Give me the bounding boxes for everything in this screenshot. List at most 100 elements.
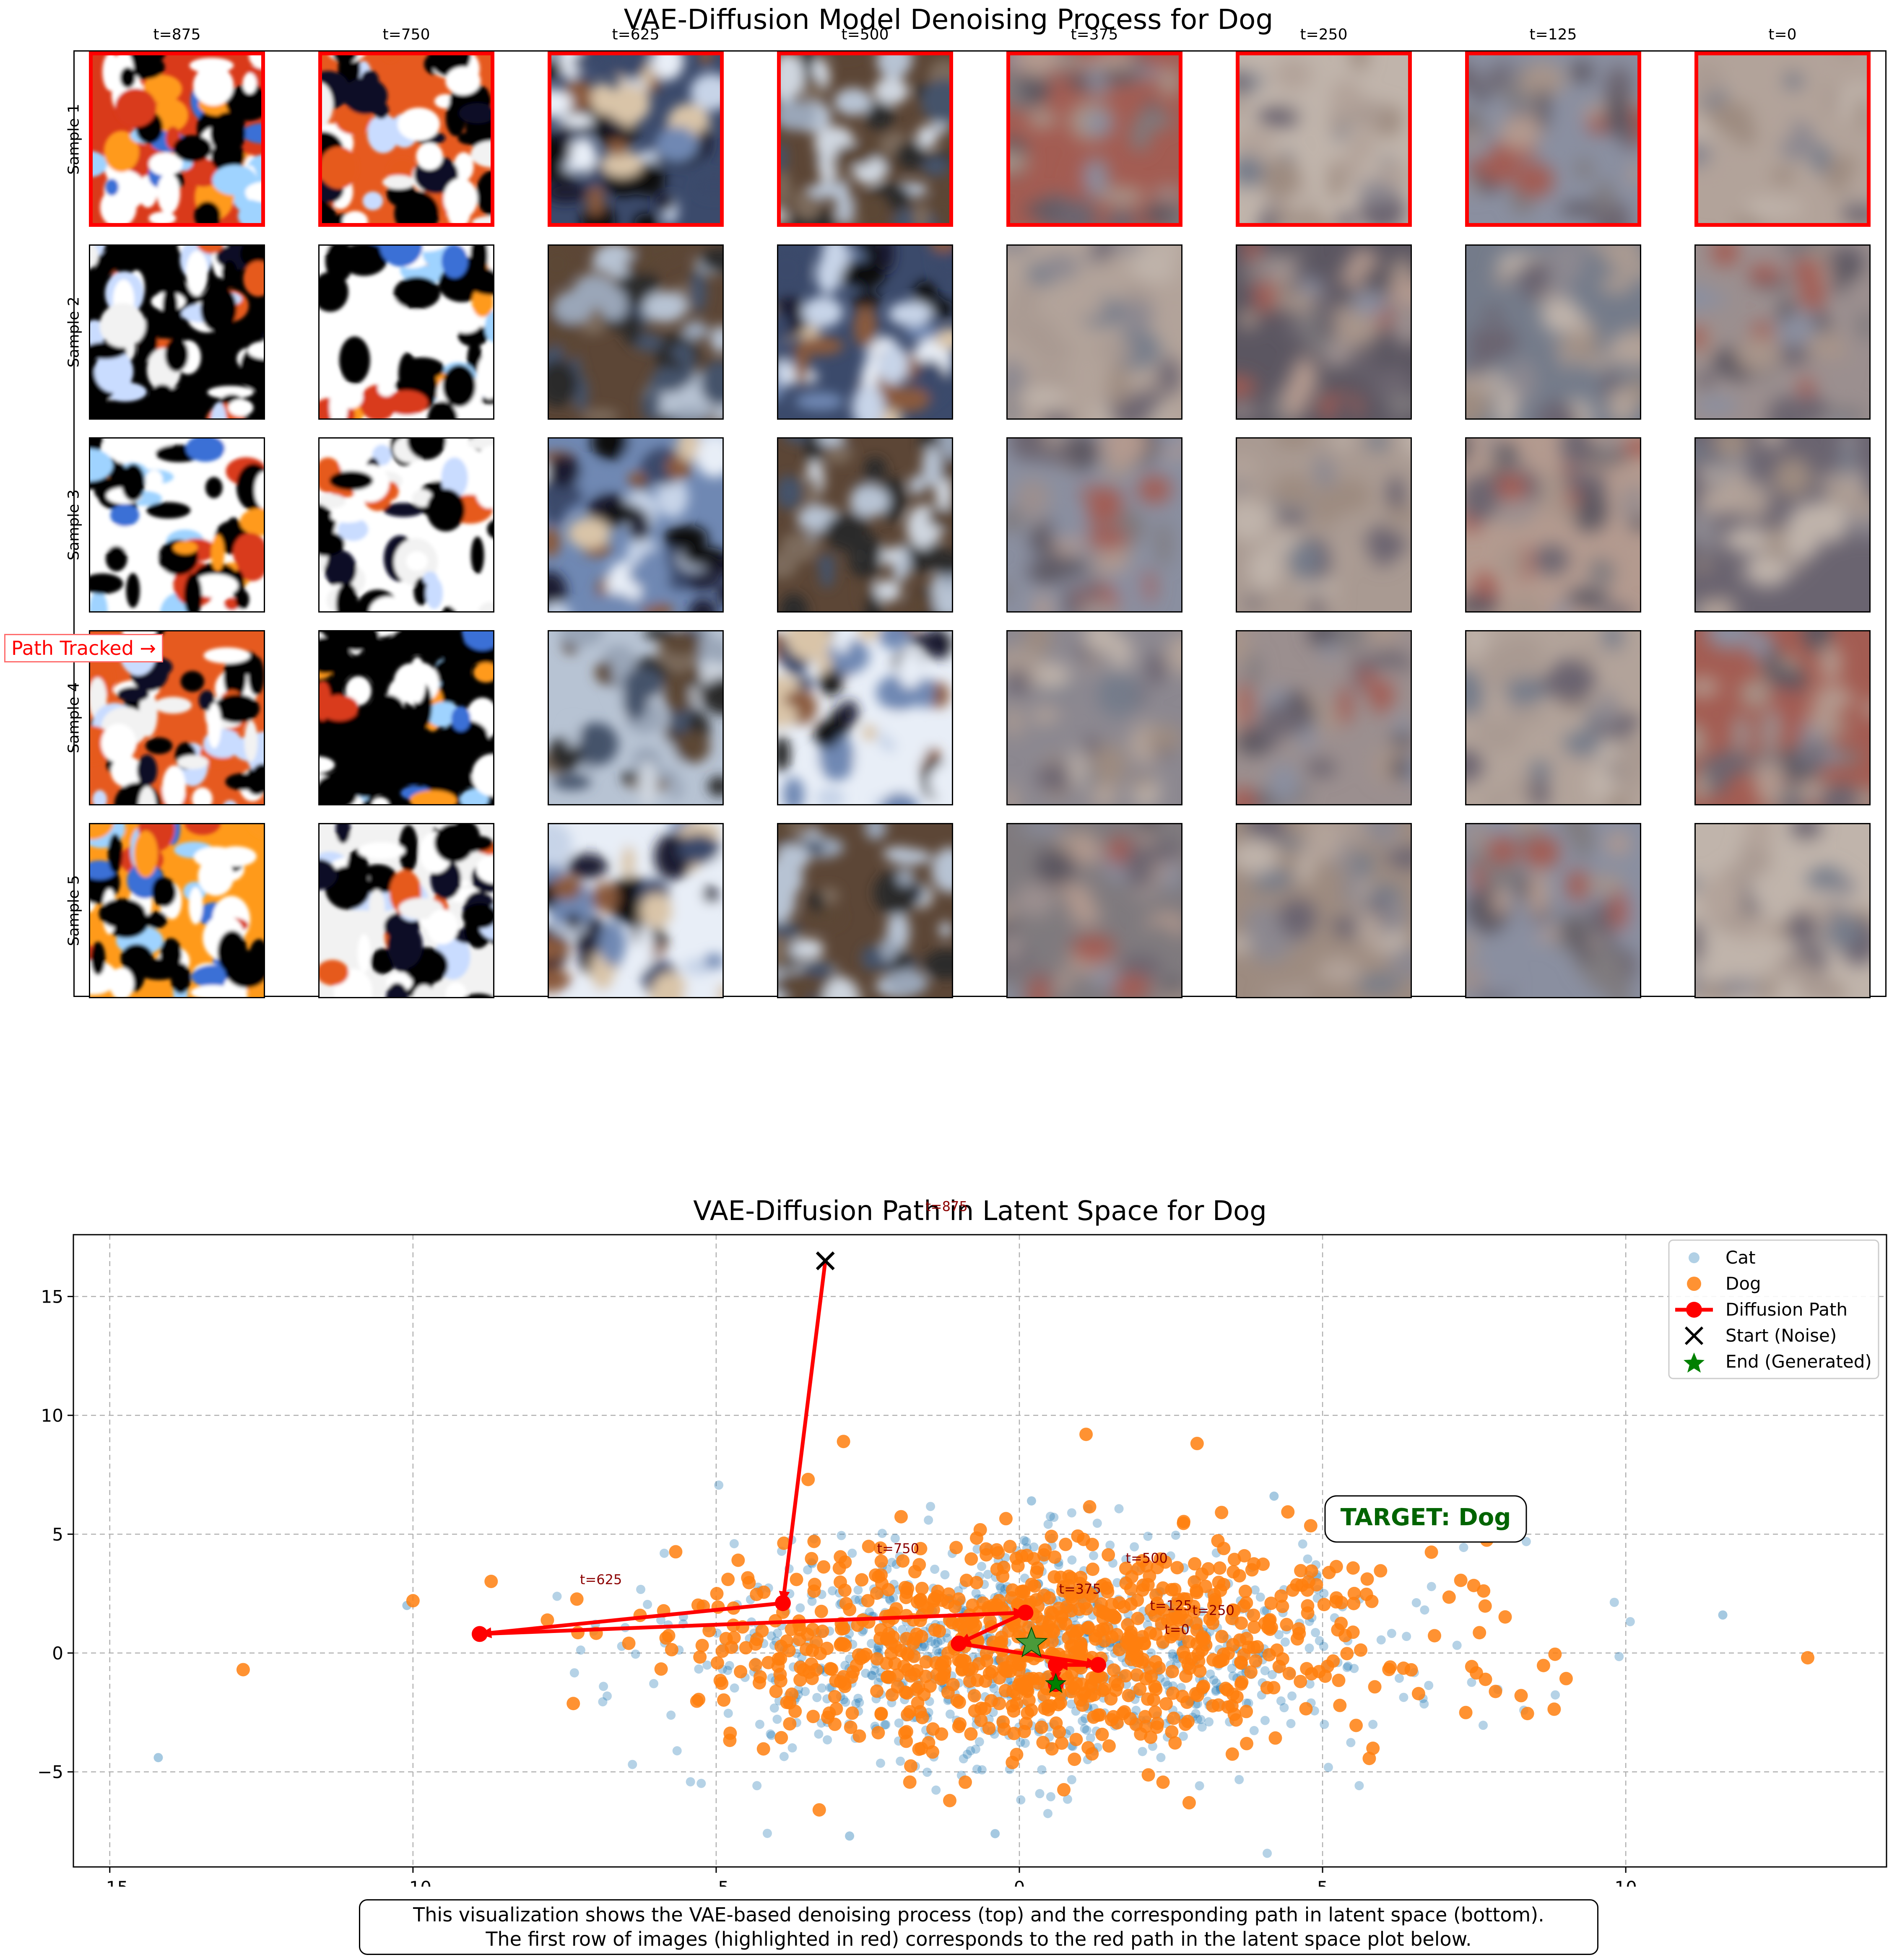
dog-point <box>966 1598 980 1612</box>
cat-point <box>1305 1643 1314 1653</box>
dog-point <box>979 1674 993 1688</box>
cat-point <box>795 1603 805 1613</box>
axis-ticks: −15 −10 −5 0 5 10 −5 0 5 10 15 <box>37 1286 1637 1887</box>
dog-point <box>967 1689 981 1703</box>
cat-point <box>1427 1582 1436 1591</box>
dog-point <box>1424 1545 1438 1559</box>
dog-point <box>930 1668 944 1682</box>
cat-point <box>867 1639 876 1648</box>
dog-point <box>1332 1674 1346 1687</box>
dog-point <box>692 1693 706 1706</box>
dog-point <box>702 1624 716 1638</box>
denoise-image <box>320 439 493 611</box>
cat-point <box>1092 1519 1102 1528</box>
denoise-image <box>90 246 264 418</box>
cat-point <box>1452 1641 1462 1650</box>
dog-point <box>1177 1515 1190 1529</box>
dog-point <box>1465 1660 1479 1674</box>
dog-point <box>828 1717 842 1731</box>
cat-point <box>876 1758 885 1768</box>
cat-point <box>1269 1491 1279 1501</box>
cat-point <box>1255 1592 1265 1602</box>
dog-point <box>1366 1741 1380 1755</box>
cat-point <box>917 1642 927 1651</box>
cat-point <box>1479 1721 1488 1730</box>
cat-point <box>1035 1789 1045 1799</box>
cat-point <box>1521 1537 1531 1547</box>
denoise-image-cell <box>1006 630 1182 805</box>
denoise-image <box>778 439 952 611</box>
timestep-column-label: t=625 <box>612 26 660 43</box>
dog-point <box>1112 1643 1126 1656</box>
cat-point <box>569 1668 579 1678</box>
cat-point <box>1459 1542 1468 1552</box>
denoise-image <box>90 439 264 611</box>
cat-point <box>767 1731 776 1740</box>
dog-point <box>1076 1698 1089 1712</box>
cat-point <box>1171 1530 1180 1540</box>
path-segment <box>478 1601 785 1636</box>
dog-point <box>1237 1549 1251 1563</box>
cat-point <box>1250 1585 1260 1595</box>
cat-point <box>1067 1555 1077 1565</box>
dog-point <box>734 1665 748 1679</box>
legend-label-path: Diffusion Path <box>1725 1299 1848 1320</box>
dog-point <box>1182 1796 1196 1809</box>
cat-point <box>1260 1666 1270 1676</box>
cat-point <box>800 1687 810 1696</box>
dog-point <box>1454 1573 1468 1587</box>
denoise-image-cell <box>89 244 265 420</box>
cat-point <box>1287 1691 1297 1701</box>
cat-point <box>1195 1781 1204 1791</box>
dog-point <box>1138 1710 1152 1724</box>
dog-point <box>1156 1775 1170 1789</box>
dog-point <box>1060 1600 1073 1614</box>
cat-point <box>1063 1794 1072 1804</box>
dog-point <box>1219 1682 1232 1695</box>
cat-point <box>926 1502 936 1511</box>
cat-point <box>1197 1722 1207 1732</box>
dog-point <box>900 1647 914 1661</box>
dog-point <box>1282 1667 1296 1680</box>
cat-point <box>762 1828 772 1838</box>
denoise-image <box>1237 439 1411 611</box>
cat-point <box>885 1594 894 1604</box>
cat-point <box>552 1591 562 1601</box>
denoise-image <box>778 824 952 997</box>
dog-point <box>1312 1665 1326 1679</box>
dog-point <box>406 1594 420 1608</box>
denoise-image-cell <box>1694 244 1871 420</box>
dog-point <box>1147 1693 1161 1707</box>
dog-point <box>1234 1616 1248 1630</box>
cat-point <box>631 1649 640 1659</box>
cat-point <box>812 1693 822 1702</box>
timestep-column-label: t=250 <box>1300 26 1348 43</box>
dog-point <box>1382 1663 1396 1677</box>
cat-point <box>666 1710 676 1720</box>
dog-point <box>1174 1608 1188 1622</box>
dog-point <box>816 1624 829 1638</box>
cat-point <box>930 1639 940 1648</box>
dog-point <box>1134 1727 1148 1741</box>
cat-point <box>1227 1664 1237 1673</box>
denoise-image <box>1469 55 1637 223</box>
denoise-image <box>322 55 491 223</box>
timestep-column-label: t=125 <box>1529 26 1577 43</box>
cat-point <box>714 1480 724 1490</box>
dog-point <box>783 1717 797 1731</box>
dog-point <box>1188 1557 1202 1571</box>
denoise-image <box>1466 824 1640 997</box>
denoise-image-cell <box>1006 823 1182 998</box>
dog-point <box>790 1573 803 1586</box>
dog-point <box>1104 1692 1118 1706</box>
cat-point <box>1419 1699 1429 1709</box>
dog-point <box>1034 1720 1048 1734</box>
dog-point <box>904 1669 918 1683</box>
y-tick-label: 15 <box>41 1286 63 1307</box>
dog-point <box>915 1630 928 1643</box>
cat-point <box>940 1570 950 1580</box>
cat-point <box>977 1562 987 1571</box>
cat-point <box>945 1709 955 1719</box>
dog-point <box>1098 1682 1112 1696</box>
